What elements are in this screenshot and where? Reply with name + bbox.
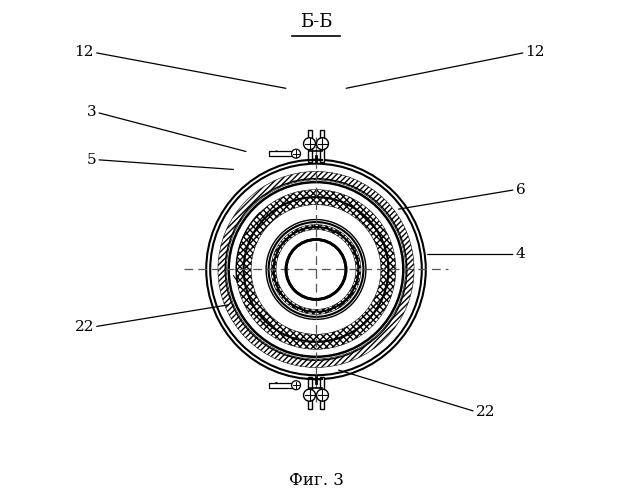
Text: 12: 12 [75,45,94,59]
Circle shape [317,389,329,401]
Text: 6: 6 [516,183,525,197]
Text: Фиг. 3: Фиг. 3 [289,472,343,489]
Circle shape [303,138,315,150]
Bar [320,377,324,409]
Circle shape [201,155,431,384]
Text: 22: 22 [476,405,495,419]
Bar [269,151,296,156]
Bar [308,130,312,162]
Circle shape [317,138,329,150]
Text: 22: 22 [75,320,94,334]
Circle shape [291,381,301,390]
Bar [308,377,312,409]
Text: 12: 12 [526,45,545,59]
Bar [269,383,296,388]
Circle shape [291,149,301,158]
Text: 5: 5 [87,153,97,167]
Bar [320,130,324,162]
Text: Б-Б: Б-Б [300,13,332,31]
Circle shape [303,389,315,401]
Text: 3: 3 [87,105,97,119]
Text: 4: 4 [516,248,525,261]
Circle shape [286,240,346,299]
